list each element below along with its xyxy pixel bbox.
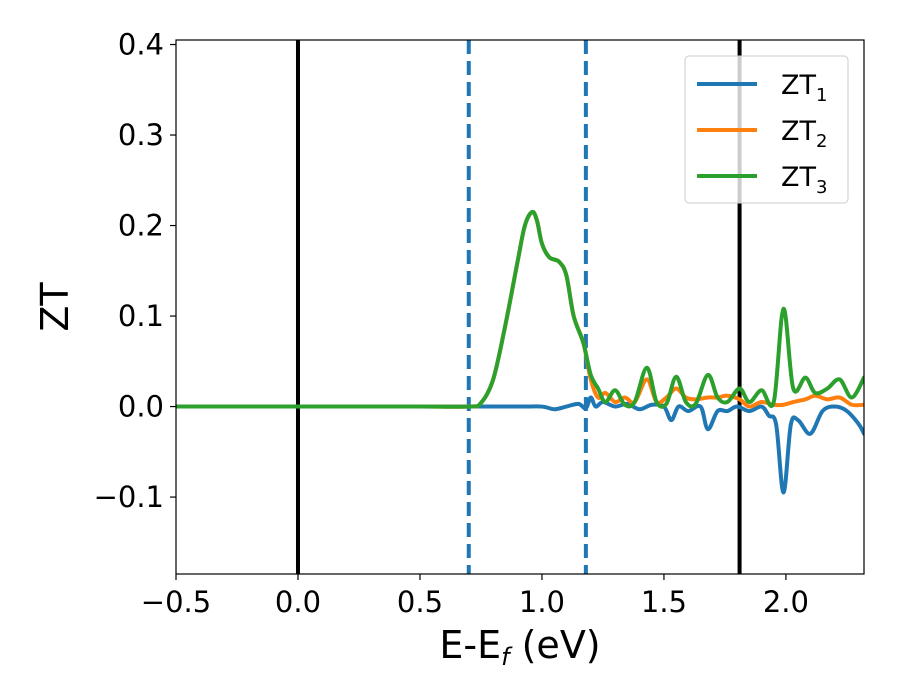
x-tick-label: 0.0 <box>275 585 321 619</box>
x-tick-label: 1.0 <box>519 585 565 619</box>
y-tick-label: 0.0 <box>118 390 164 424</box>
legend-label-zt2: ZT2 <box>781 116 827 152</box>
y-tick-label: 0.2 <box>118 209 164 243</box>
y-tick-label: 0.3 <box>118 118 164 152</box>
legend-label-zt3: ZT3 <box>781 162 827 198</box>
x-ticks: −0.5 0.0 0.5 1.0 1.5 2.0 <box>141 574 809 619</box>
y-tick-label: 0.1 <box>118 299 164 333</box>
legend-box <box>684 55 849 204</box>
series-line-zt1 <box>176 395 864 495</box>
legend-label-zt1: ZT1 <box>781 70 827 106</box>
axes <box>175 39 865 575</box>
series-lines <box>176 209 864 495</box>
y-axis-label: ZT <box>33 282 77 332</box>
y-tick-label: −0.1 <box>94 480 164 514</box>
reference-lines <box>295 40 742 574</box>
series-line-zt3 <box>176 209 864 409</box>
plot-frame <box>175 39 865 575</box>
x-tick-label: 1.5 <box>641 585 687 619</box>
x-tick-label: 0.5 <box>397 585 443 619</box>
x-axis-label: E-Ef (eV) <box>439 623 600 671</box>
x-tick-label: 2.0 <box>763 585 809 619</box>
x-tick-label: −0.5 <box>141 585 211 619</box>
y-tick-label: 0.4 <box>118 28 164 62</box>
y-ticks: −0.1 0.0 0.1 0.2 0.3 0.4 <box>94 28 176 514</box>
legend: ZT1 ZT2 ZT3 <box>684 55 849 204</box>
